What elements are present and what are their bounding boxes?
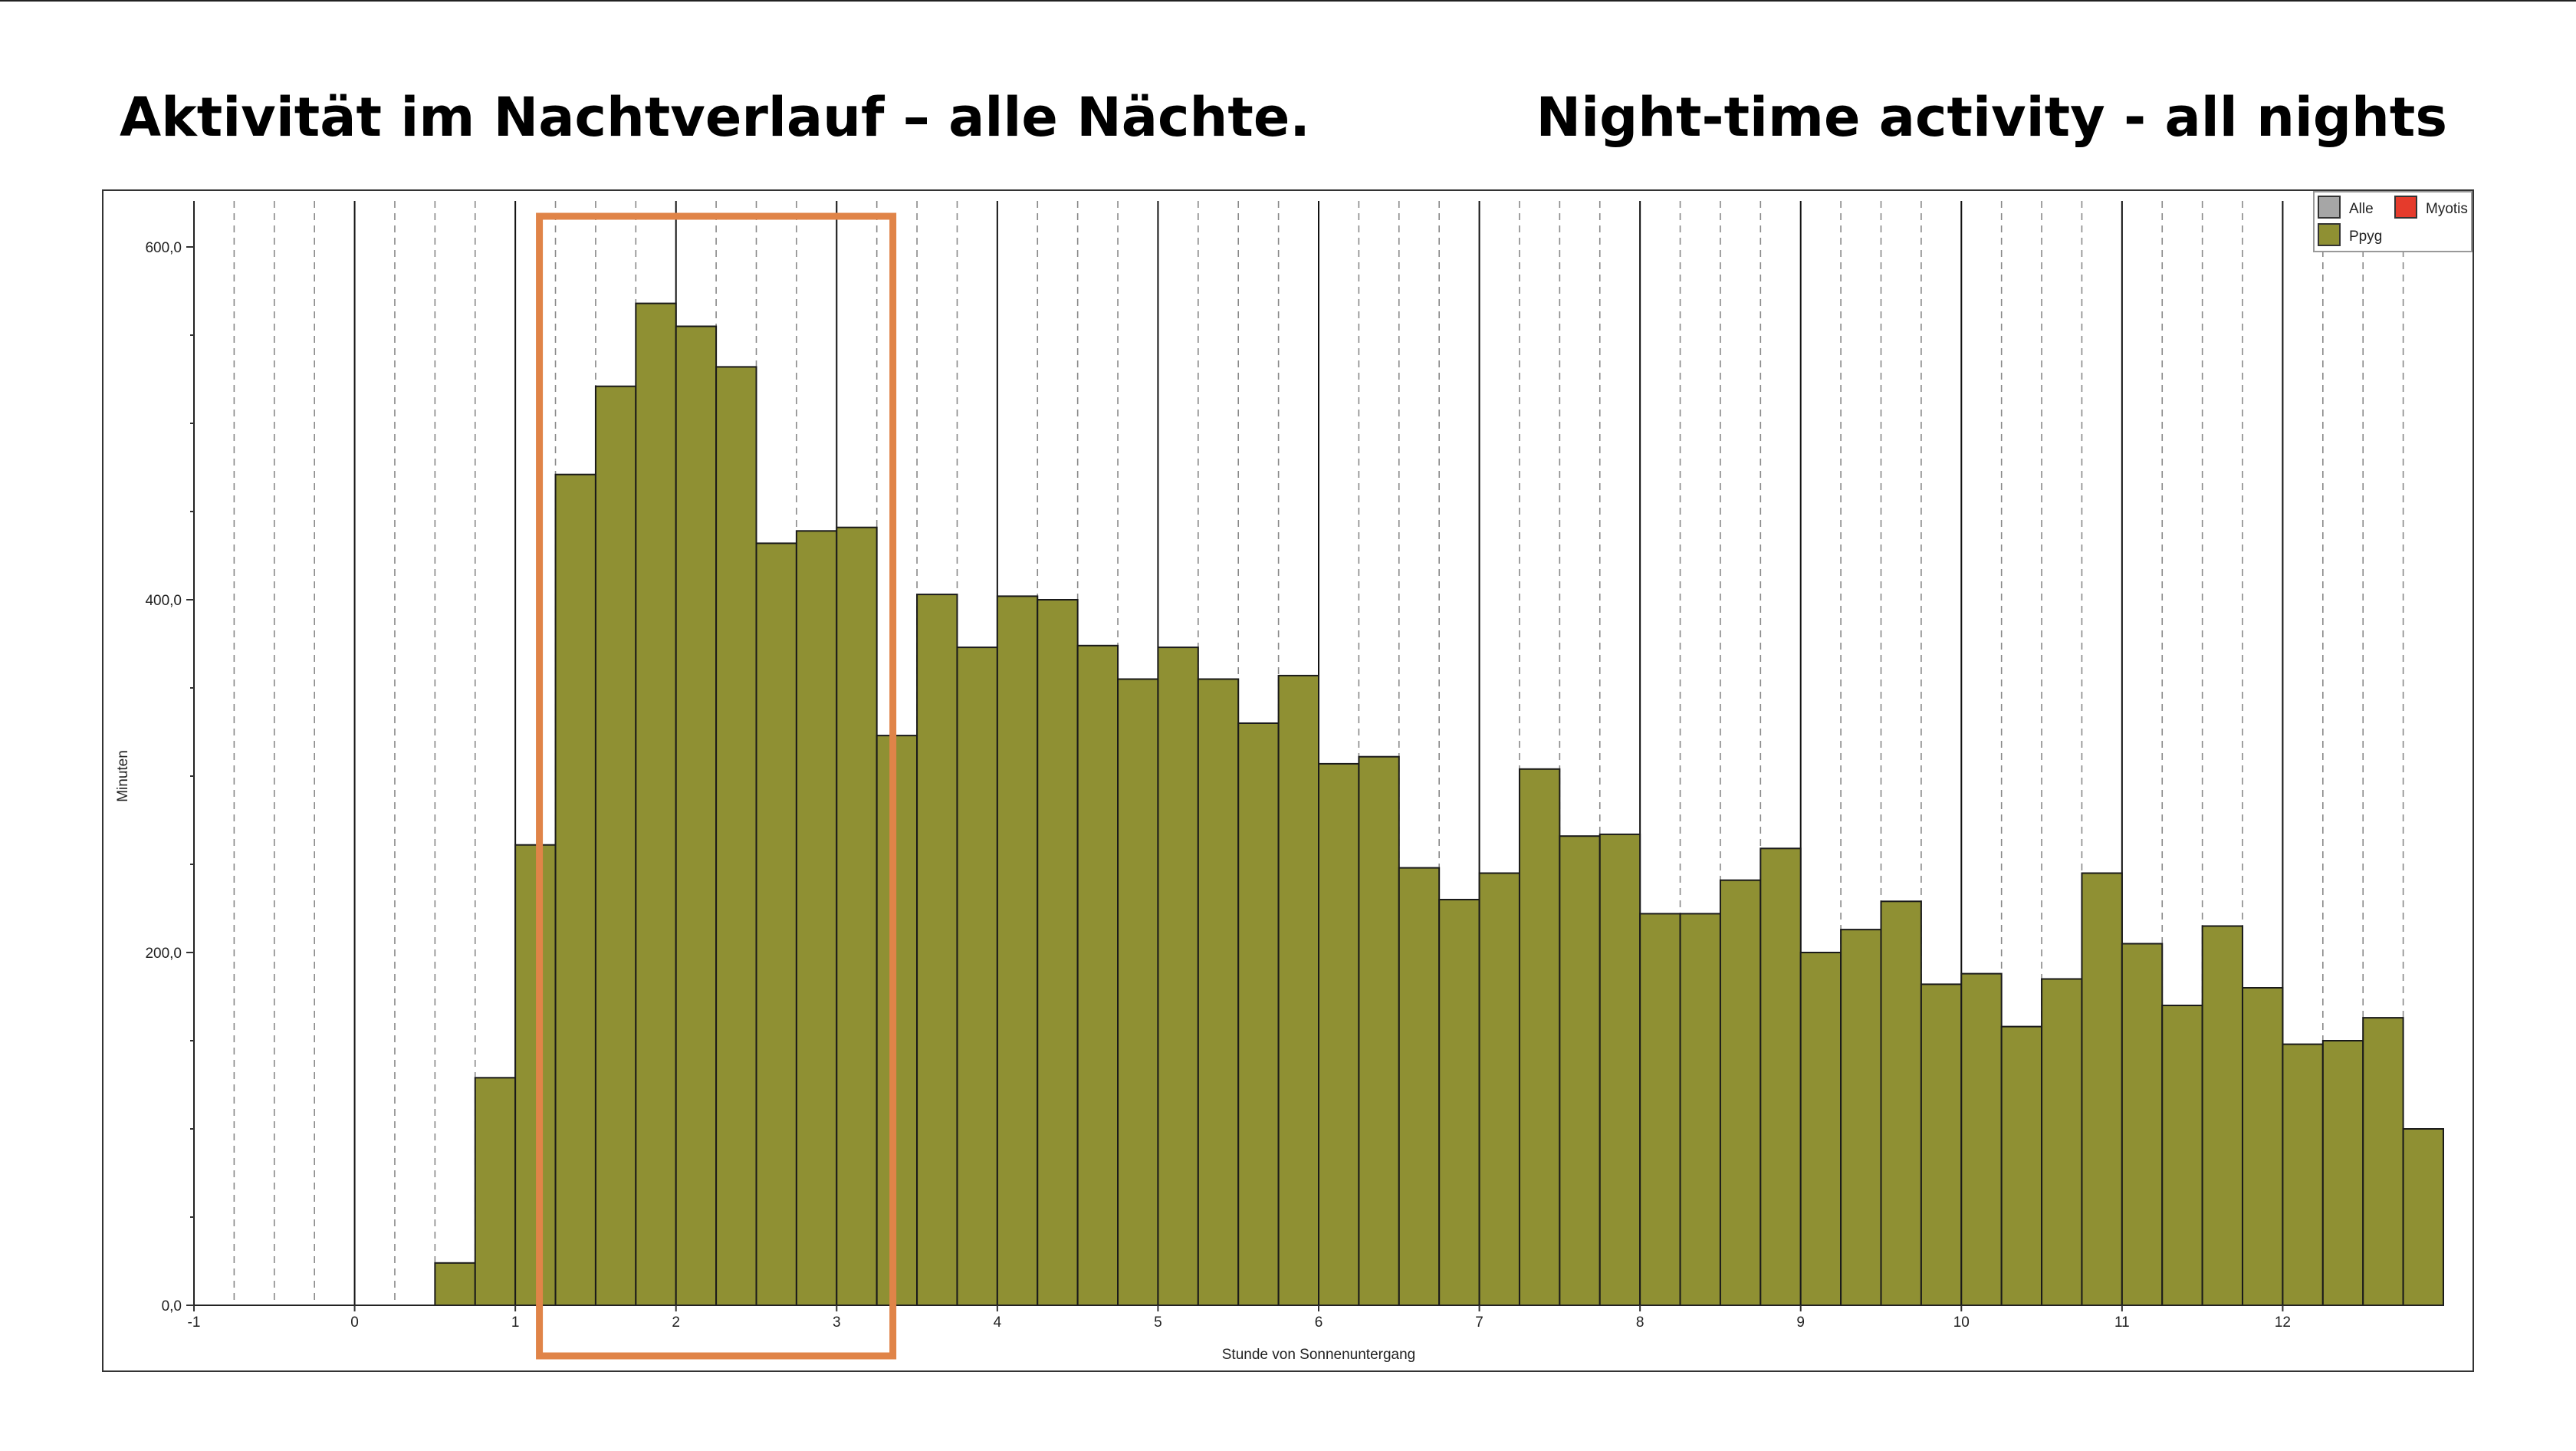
- histogram-bar: [1037, 599, 1079, 1306]
- histogram-bar: [1679, 913, 1721, 1307]
- x-tick-label: 8: [1636, 1314, 1644, 1331]
- histogram-bar: [2282, 1043, 2324, 1306]
- histogram-bar: [635, 302, 677, 1307]
- histogram-bar: [675, 325, 718, 1306]
- histogram-bar: [2121, 943, 2164, 1306]
- histogram-bar: [594, 385, 637, 1307]
- highlight-rectangle: [536, 212, 897, 1360]
- histogram-bar: [2000, 1025, 2043, 1306]
- slide-title-english: Night-time activity - all nights: [1536, 86, 2447, 149]
- slide-title-german: Aktivität im Nachtverlauf – alle Nächte.: [120, 86, 1310, 149]
- histogram-bar: [1840, 929, 1882, 1306]
- histogram-bar: [1358, 755, 1400, 1306]
- histogram-bar: [1117, 678, 1159, 1306]
- legend-label: Myotis: [2426, 201, 2468, 217]
- legend-swatch: [2394, 196, 2417, 219]
- histogram-bar: [1398, 867, 1441, 1306]
- x-tick-label: 2: [672, 1314, 680, 1331]
- histogram-bar: [916, 594, 958, 1306]
- x-tick-label: 6: [1315, 1314, 1323, 1331]
- histogram-bar: [755, 542, 797, 1306]
- x-axis-label: Stunde von Sonnenuntergang: [1222, 1347, 1416, 1363]
- x-tick-label: 1: [511, 1314, 520, 1331]
- x-tick-label: 0: [350, 1314, 359, 1331]
- histogram-bar: [1559, 835, 1601, 1306]
- histogram-bar: [1157, 647, 1199, 1306]
- x-tick-label: 3: [833, 1314, 841, 1331]
- x-tick-label: -1: [188, 1314, 201, 1331]
- histogram-bar: [1960, 972, 2003, 1306]
- x-tick-label: 9: [1796, 1314, 1805, 1331]
- histogram-bar: [434, 1262, 476, 1307]
- histogram-bar: [1438, 899, 1480, 1306]
- histogram-bar: [514, 844, 557, 1306]
- histogram-bar: [1318, 762, 1360, 1306]
- histogram-bar: [2081, 872, 2123, 1306]
- histogram-bar: [2161, 1005, 2203, 1306]
- histogram-bar: [1237, 722, 1280, 1306]
- histogram-bar: [1518, 768, 1561, 1306]
- y-tick-label: 0,0: [162, 1298, 182, 1314]
- y-tick-label: 600,0: [145, 240, 182, 256]
- histogram-bar: [1799, 952, 1842, 1306]
- histogram-bar: [2201, 925, 2244, 1306]
- histogram-bar: [795, 530, 838, 1306]
- annotation-layer: [536, 212, 897, 1360]
- y-tick-label: 200,0: [145, 946, 182, 962]
- histogram-bar: [2041, 978, 2083, 1306]
- x-tick-label: 4: [994, 1314, 1002, 1331]
- legend: Alle Myotis Ppyg: [2313, 191, 2472, 252]
- histogram-bar: [996, 595, 1039, 1306]
- histogram-bar: [1598, 833, 1641, 1306]
- x-tick-label: 12: [2275, 1314, 2291, 1331]
- x-tick-label: 7: [1475, 1314, 1484, 1331]
- y-axis-label: Minuten: [115, 750, 131, 802]
- legend-swatch: [2318, 223, 2341, 246]
- histogram-bar: [715, 366, 757, 1306]
- x-tick-label: 5: [1154, 1314, 1162, 1331]
- histogram-bar: [1478, 872, 1520, 1306]
- histogram-bar: [554, 473, 596, 1307]
- histogram-bar: [1760, 847, 1802, 1307]
- legend-label: Ppyg: [2349, 229, 2382, 245]
- bars-layer: [434, 302, 2445, 1307]
- legend-swatch: [2318, 196, 2341, 219]
- histogram-bar: [836, 526, 878, 1306]
- legend-label: Alle: [2349, 201, 2374, 217]
- histogram-bar: [1639, 913, 1681, 1307]
- x-tick-label: 11: [2114, 1314, 2130, 1331]
- y-tick-label: 400,0: [145, 593, 182, 609]
- histogram-bar: [1880, 900, 1922, 1307]
- histogram-bar: [2321, 1040, 2364, 1306]
- histogram-bar: [474, 1077, 517, 1307]
- histogram-bar: [956, 647, 998, 1306]
- histogram-bar: [876, 735, 918, 1306]
- histogram-bar: [1076, 644, 1119, 1306]
- top-border-line: [0, 0, 2576, 2]
- histogram-bar: [1920, 983, 1963, 1307]
- histogram-bar: [2242, 987, 2284, 1306]
- histogram-bar: [2362, 1017, 2404, 1306]
- histogram-bar: [1197, 678, 1240, 1306]
- histogram-bar: [1277, 674, 1320, 1306]
- histogram-bar: [2402, 1128, 2445, 1306]
- x-tick-label: 10: [1953, 1314, 1970, 1331]
- histogram-bar: [1719, 879, 1762, 1306]
